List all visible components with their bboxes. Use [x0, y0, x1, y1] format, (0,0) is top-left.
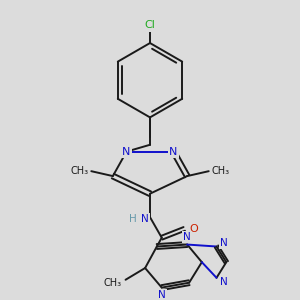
Text: O: O — [190, 224, 198, 234]
Text: N: N — [183, 232, 191, 242]
Text: H: H — [128, 214, 136, 224]
Text: CH₃: CH₃ — [212, 166, 230, 176]
Text: N: N — [158, 290, 166, 300]
Text: N: N — [122, 147, 131, 157]
Text: CH₃: CH₃ — [104, 278, 122, 288]
Text: CH₃: CH₃ — [70, 166, 88, 176]
Text: N: N — [220, 277, 228, 287]
Text: N: N — [220, 238, 228, 248]
Text: N: N — [141, 214, 149, 224]
Text: N: N — [169, 147, 178, 157]
Text: Cl: Cl — [145, 20, 155, 30]
